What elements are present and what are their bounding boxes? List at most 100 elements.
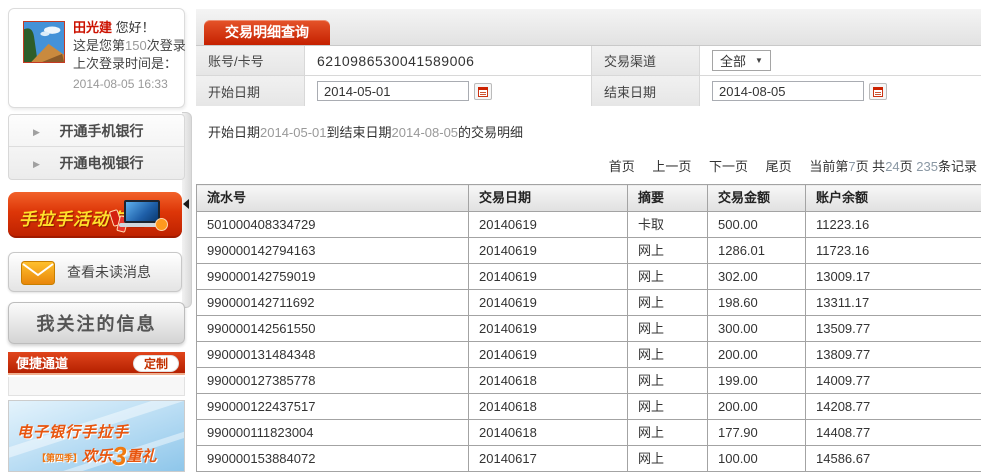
chevron-right-icon: ▶	[33, 127, 40, 137]
banner-big-number: 3	[112, 441, 127, 471]
banner-line2: 【第四季】欢乐3重礼	[37, 441, 157, 471]
column-header: 交易日期	[468, 184, 628, 212]
table-cell: 网上	[627, 367, 708, 394]
pagination-first[interactable]: 首页	[608, 159, 635, 174]
table-cell: 20140618	[468, 419, 628, 446]
pagination-last[interactable]: 尾页	[765, 159, 792, 174]
user-info-text: 田光建 您好！ 这是您第150次登录 上次登录时间是： 2014-08-05 1…	[73, 19, 186, 93]
table-cell: 300.00	[707, 315, 806, 342]
envelope-icon	[21, 261, 55, 288]
chevron-down-icon: ▼	[755, 56, 763, 65]
tab-transaction-detail-query[interactable]: 交易明细查询	[204, 20, 330, 45]
table-cell: 网上	[627, 341, 708, 368]
table-cell: 网上	[627, 315, 708, 342]
table-cell: 20140619	[468, 211, 628, 238]
login-count: 150	[125, 38, 147, 53]
table-cell: 198.60	[707, 289, 806, 316]
table-cell: 100.00	[707, 445, 806, 472]
table-row: 990000122437517 20140618 网上 200.00 14208.77	[196, 393, 981, 420]
calendar-icon[interactable]	[869, 82, 887, 100]
login-count-line: 这是您第150次登录	[73, 38, 186, 53]
transactions-table: 流水号 交易日期 摘要 交易金额 账户余额 501000408334729 2014061…	[196, 184, 981, 472]
end-date-input[interactable]	[712, 81, 864, 101]
user-info-box: 田光建 您好！ 这是您第150次登录 上次登录时间是： 2014-08-05 1…	[8, 8, 186, 108]
table-cell: 990000153884072	[196, 445, 469, 472]
laptop-base-icon	[119, 223, 165, 227]
table-cell: 网上	[627, 263, 708, 290]
sidebar-collapse-handle[interactable]	[182, 112, 192, 308]
current-page: 7	[848, 159, 856, 174]
table-cell: 14408.77	[805, 419, 981, 446]
customize-button[interactable]: 定制	[132, 355, 179, 372]
table-row: 990000153884072 20140617 网上 100.00 14586.67	[196, 445, 981, 472]
table-cell: 13311.17	[805, 289, 981, 316]
table-cell: 200.00	[707, 393, 806, 420]
table-cell: 20140619	[468, 315, 628, 342]
table-cell: 13009.17	[805, 263, 981, 290]
promo-banner[interactable]: 手拉手活动专区	[8, 192, 182, 238]
query-summary: 开始日期2014-05-01到结束日期2014-08-05的交易明细	[208, 125, 524, 140]
channel-selected-option: 全部	[720, 54, 747, 69]
table-cell: 11223.16	[805, 211, 981, 238]
pagination: 首页 上一页 下一页 尾页 当前第7页 共24页 235条记录	[595, 156, 977, 175]
last-login-label: 上次登录时间是：	[73, 56, 178, 71]
total-pages: 24	[885, 159, 900, 174]
table-cell: 302.00	[707, 263, 806, 290]
table-row: 990000131484348 20140619 网上 200.00 13809.77	[196, 341, 981, 368]
table-cell: 20140619	[468, 341, 628, 368]
table-cell: 14586.67	[805, 445, 981, 472]
table-cell: 20140619	[468, 263, 628, 290]
table-cell: 990000127385778	[196, 367, 469, 394]
start-date-label: 开始日期	[196, 76, 305, 106]
table-cell: 990000142711692	[196, 289, 469, 316]
unread-button-label: 查看未读消息	[67, 264, 151, 280]
table-cell: 网上	[627, 445, 708, 472]
table-cell: 网上	[627, 393, 708, 420]
pagination-next[interactable]: 下一页	[709, 159, 749, 174]
table-cell: 177.90	[707, 419, 806, 446]
sidebar-menu: ▶ 开通手机银行 ▶ 开通电视银行	[8, 114, 185, 180]
view-unread-messages-button[interactable]: 查看未读消息	[8, 252, 182, 292]
table-cell: 网上	[627, 289, 708, 316]
user-avatar	[23, 21, 65, 63]
table-cell: 200.00	[707, 341, 806, 368]
quick-channel-title: 便捷通道	[16, 356, 69, 371]
calendar-icon[interactable]	[474, 82, 492, 100]
pagination-prev[interactable]: 上一页	[652, 159, 692, 174]
column-header: 流水号	[196, 184, 469, 212]
table-cell: 20140618	[468, 367, 628, 394]
table-row: 990000127385778 20140618 网上 199.00 14009.77	[196, 367, 981, 394]
table-cell: 1286.01	[707, 237, 806, 264]
sidebar-item-mobile-banking[interactable]: ▶ 开通手机银行	[9, 115, 184, 147]
query-form: 账号/卡号 6210986530041589006 交易渠道 全部 ▼ 开始日期…	[196, 45, 981, 106]
table-cell: 20140619	[468, 289, 628, 316]
avatar-photo-icon	[24, 22, 64, 62]
start-date-input[interactable]	[317, 81, 469, 101]
end-date-label: 结束日期	[592, 76, 700, 106]
followed-info-button[interactable]: 我关注的信息	[8, 302, 185, 344]
channel-value-cell: 全部 ▼	[700, 46, 981, 76]
table-row: 501000408334729 20140619 卡取 500.00 11223.16	[196, 211, 981, 238]
table-cell: 20140617	[468, 445, 628, 472]
table-cell: 501000408334729	[196, 211, 469, 238]
prize-badge-icon	[155, 218, 168, 231]
channel-select[interactable]: 全部 ▼	[712, 50, 771, 71]
account-number: 6210986530041589006	[317, 52, 475, 69]
user-greeting-line: 田光建 您好！	[73, 19, 186, 37]
table-cell: 990000131484348	[196, 341, 469, 368]
sidebar-item-tv-banking[interactable]: ▶ 开通电视银行	[9, 147, 184, 179]
column-header: 交易金额	[707, 184, 806, 212]
chevron-right-icon: ▶	[33, 159, 40, 169]
table-cell: 199.00	[707, 367, 806, 394]
banner-line1: 电子银行手拉手	[17, 424, 130, 441]
collapse-left-icon	[183, 199, 189, 209]
summary-start-date: 2014-05-01	[260, 125, 327, 140]
table-cell: 990000122437517	[196, 393, 469, 420]
ebanking-promo-banner[interactable]: 电子银行手拉手 【第四季】欢乐3重礼	[8, 400, 185, 472]
end-date-cell	[700, 76, 981, 106]
table-cell: 20140618	[468, 393, 628, 420]
table-cell: 990000142759019	[196, 263, 469, 290]
summary-end-date: 2014-08-05	[391, 125, 459, 140]
laptop-icon	[124, 200, 160, 223]
